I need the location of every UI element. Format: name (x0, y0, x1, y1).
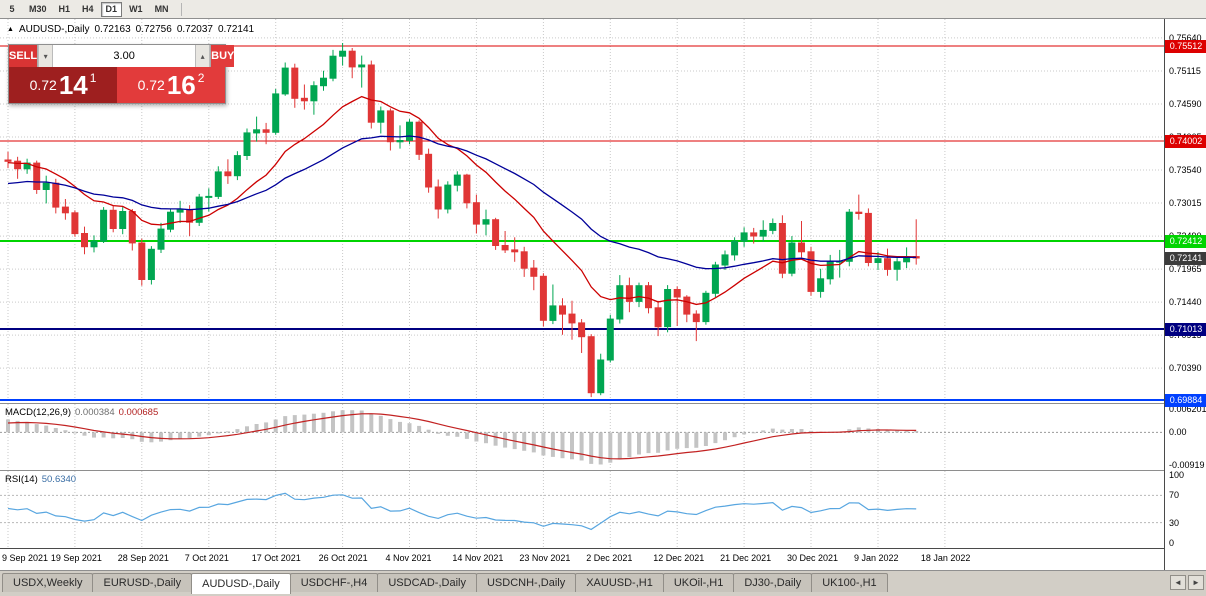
chart-area[interactable]: 9 Sep 2021 19 Sep 2021 28 Sep 2021 7 Oct 20… (0, 19, 1206, 570)
date-axis-label: 18 Jan 2022 (920, 553, 971, 563)
date-axis-label: 17 Oct 2021 (251, 553, 301, 563)
date-axis-label: 30 Dec 2021 (787, 553, 839, 563)
sell-button[interactable]: SELL (9, 45, 38, 67)
date-axis-label: 14 Nov 2021 (452, 553, 504, 563)
date-axis-label: 9 Jan 2022 (854, 553, 899, 563)
price-axis-label: 0.74590 (1169, 99, 1202, 109)
price-axis[interactable]: 0.756400.751150.745900.740650.735400.730… (1164, 19, 1206, 570)
price-axis-label: 0.71965 (1169, 264, 1202, 275)
macd-axis-label: 0.006201 (1169, 404, 1206, 414)
chart-tab-dj30-[interactable]: DJ30-,Daily (733, 573, 813, 592)
price-axis-label: 0.71440 (1169, 297, 1202, 308)
chart-tab-usdx[interactable]: USDX,Weekly (2, 573, 94, 592)
sell-price-big: 14 (58, 70, 88, 100)
timeframe-button-d1[interactable]: D1 (100, 1, 123, 17)
timeframe-button-h1[interactable]: H1 (53, 1, 76, 17)
hline-price-tag: 0.75512 (1165, 39, 1206, 53)
date-axis-label: 9 Sep 2021 (2, 553, 49, 563)
date-axis-label: 4 Nov 2021 (385, 553, 432, 563)
price-axis-label: 0.75640 (1169, 32, 1202, 43)
chart-tabs: USDX,Weekly EURUSD-,Daily AUDUSD-,Daily USD… (2, 573, 888, 594)
collapse-icon[interactable]: ▲ (7, 26, 14, 33)
hline-price-tag: 0.71013 (1165, 322, 1206, 336)
buy-price-display[interactable]: 0.72 16 2 (117, 67, 225, 103)
price-axis-label: 0.75115 (1169, 66, 1201, 76)
symbol-period-label: AUDUSD-,Daily (18, 24, 90, 35)
ohlc-low: 0.72037 (176, 24, 213, 35)
macd-name: MACD(12,26,9) (5, 407, 71, 418)
timeframe-button-h4[interactable]: H4 (77, 1, 99, 17)
timeframe-toolbar: 5 M30 H1 H4 D1 W1 MN (0, 0, 1206, 19)
price-axis-label: 0.73540 (1169, 165, 1202, 175)
volume-control: ▾ ▴ (37, 45, 212, 67)
macd-signal-value: 0.000685 (118, 407, 159, 418)
volume-input[interactable] (53, 45, 196, 67)
chart-tab-usdcad-[interactable]: USDCAD-,Daily (377, 573, 477, 592)
macd-axis-label: -0.00919 (1169, 460, 1205, 470)
chart-tab-uk100-[interactable]: UK100-,H1 (811, 573, 888, 592)
chart-tab-ukoil-[interactable]: UKOil-,H1 (662, 573, 735, 592)
ohlc-high: 0.72756 (135, 24, 172, 35)
chart-tabs-bar: USDX,Weekly EURUSD-,Daily AUDUSD-,Daily USD… (0, 570, 1206, 596)
date-axis-label: 2 Dec 2021 (586, 553, 633, 563)
hline-price-tag: 0.69884 (1165, 393, 1206, 407)
sell-price-main: 0.72 (29, 77, 57, 93)
rsi-name: RSI(14) (5, 474, 38, 485)
one-click-trading-panel[interactable]: SELL ▾ ▴ BUY 0.72 14 1 0.72 16 2 (8, 44, 235, 104)
rsi-axis-label: 0 (1169, 538, 1175, 548)
date-axis-label: 21 Dec 2021 (720, 553, 772, 563)
date-axis-label: 19 Sep 2021 (50, 553, 102, 563)
ohlc-open: 0.72163 (94, 24, 131, 35)
price-axis-label: 0.73015 (1169, 198, 1202, 208)
date-axis-label: 26 Oct 2021 (318, 553, 368, 563)
toolbar-separator (180, 2, 182, 16)
rsi-value: 50.6340 (41, 474, 77, 485)
date-axis-label: 28 Sep 2021 (117, 553, 169, 563)
current-price-tag: 0.72141 (1165, 251, 1206, 265)
buy-button[interactable]: BUY (211, 45, 235, 67)
tab-scroll-right-icon[interactable]: ► (1188, 575, 1204, 590)
date-axis[interactable]: 9 Sep 2021 19 Sep 2021 28 Sep 2021 7 Oct 20… (0, 548, 1164, 570)
date-axis-label: 23 Nov 2021 (519, 553, 571, 563)
buy-price-main: 0.72 (137, 77, 165, 93)
macd-axis-label: 0.00 (1169, 427, 1187, 438)
tab-scroll-left-icon[interactable]: ◄ (1170, 575, 1186, 590)
ohlc-close: 0.72141 (217, 24, 255, 35)
rsi-axis-label: 70 (1169, 490, 1180, 501)
timeframe-button-5[interactable]: 5 (2, 1, 22, 17)
price-axis-label: 0.70390 (1169, 363, 1202, 374)
sell-price-sup: 1 (89, 71, 97, 85)
chart-tab-audusd-[interactable]: AUDUSD-,Daily (191, 573, 291, 594)
rsi-panel-canvas[interactable] (0, 470, 1164, 548)
price-chart-canvas[interactable] (0, 19, 1164, 403)
rsi-axis-label: 30 (1169, 517, 1180, 528)
macd-indicator-label: MACD(12,26,9) 0.000384 0.000685 (5, 407, 158, 418)
chart-tab-usdcnh-[interactable]: USDCNH-,Daily (475, 573, 577, 592)
macd-main-value: 0.000384 (75, 407, 115, 418)
volume-decrease-button[interactable]: ▾ (38, 45, 54, 67)
chart-tab-usdchf-[interactable]: USDCHF-,H4 (289, 573, 379, 592)
timeframe-button-m30[interactable]: M30 (24, 1, 52, 17)
sell-price-display[interactable]: 0.72 14 1 (9, 67, 117, 103)
timeframe-button-w1[interactable]: W1 (124, 1, 148, 17)
chart-tab-eurusd-[interactable]: EURUSD-,Daily (92, 573, 193, 592)
rsi-indicator-label: RSI(14) 50.6340 (5, 474, 76, 485)
chart-title: ▲ AUDUSD-,Daily 0.72163 0.72756 0.72037 … (7, 24, 254, 35)
hline-price-tag: 0.74002 (1165, 134, 1206, 148)
macd-panel-canvas[interactable] (0, 403, 1164, 470)
volume-increase-button[interactable]: ▴ (195, 45, 211, 67)
buy-price-sup: 2 (197, 71, 205, 85)
chart-tab-xauusd-[interactable]: XAUUSD-,H1 (575, 573, 664, 592)
tab-scroll-controls: ◄ ► (1170, 573, 1204, 590)
hline-price-tag: 0.72412 (1165, 234, 1206, 248)
date-axis-label: 12 Dec 2021 (653, 553, 705, 563)
buy-price-big: 16 (166, 70, 196, 100)
date-axis-label: 7 Oct 2021 (184, 553, 229, 563)
rsi-axis-label: 100 (1169, 470, 1185, 480)
timeframe-button-mn[interactable]: MN (149, 1, 174, 17)
